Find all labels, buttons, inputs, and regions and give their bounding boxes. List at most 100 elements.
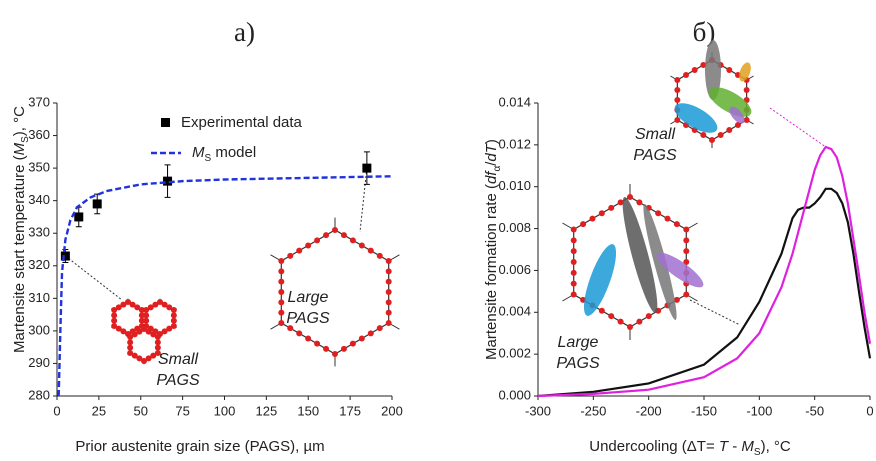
annotation: Large [558, 334, 599, 351]
y-tick-label: 0.012 [498, 136, 531, 151]
grain-dot [368, 248, 374, 254]
x-axis-label: Prior austenite grain size (PAGS), µm [75, 438, 324, 455]
grain-dot [171, 312, 177, 318]
grain-dot [332, 351, 338, 357]
y-tick-label: 330 [28, 225, 50, 240]
grain-dot [386, 289, 392, 295]
figure: a)28029030031032033034035036037002550751… [0, 0, 876, 461]
grain-dot [674, 221, 680, 227]
grain-dot [700, 132, 706, 138]
grain-dot [726, 127, 732, 133]
grain-dot [744, 87, 750, 93]
x-axis-label-part: Undercooling (ΔT= [589, 438, 719, 455]
x-tick-label: -50 [805, 403, 824, 418]
grain-dot [571, 292, 577, 298]
grain-dot [589, 216, 595, 222]
grain-dot [718, 132, 724, 138]
grain-dot [709, 137, 715, 143]
grain-dot [359, 336, 365, 342]
x-tick-label: 50 [134, 403, 148, 418]
x-tick-label: -200 [636, 403, 662, 418]
grain-dot [323, 346, 329, 352]
leader [65, 256, 122, 300]
model-line [59, 176, 392, 396]
grain-dot [599, 210, 605, 216]
y-tick-label: 310 [28, 290, 50, 305]
grain-dot [627, 194, 633, 200]
annotation: PAGS [156, 372, 200, 389]
grain-dot [111, 318, 117, 324]
grain-dot [278, 289, 284, 295]
grain-dot [636, 199, 642, 205]
panel-label: a) [234, 17, 255, 47]
plate-sketch [578, 241, 623, 319]
grain-dot [627, 324, 633, 330]
grain-dot [726, 67, 732, 73]
x-tick-label: -100 [746, 403, 772, 418]
grain-dot [744, 117, 750, 123]
grain-dot [571, 227, 577, 233]
annotation: Large [288, 289, 329, 306]
annotation: PAGS [633, 147, 677, 164]
grain-dot [287, 253, 293, 259]
grain-dot [111, 323, 117, 329]
grain-dot [386, 258, 392, 264]
grain-dot [368, 330, 374, 336]
y-axis-label-part: M [11, 142, 28, 155]
grain-dot [386, 299, 392, 305]
annotation: PAGS [556, 355, 600, 372]
grain-dot [296, 330, 302, 336]
grain-dot [636, 319, 642, 325]
x-tick-label: 100 [214, 403, 236, 418]
grain-dot [359, 243, 365, 249]
grain-dot [386, 320, 392, 326]
x-axis-label-part: - [728, 438, 741, 455]
y-tick-label: 280 [28, 387, 50, 402]
y-axis-label-part: ) [483, 139, 500, 144]
y-tick-label: 320 [28, 257, 50, 272]
x-axis-label-part: Prior austenite grain size (PAGS), µm [75, 438, 324, 455]
x-tick-label: 25 [92, 403, 106, 418]
x-tick-label: 200 [381, 403, 403, 418]
grain-dot [171, 307, 177, 313]
grain-dot [155, 345, 161, 351]
data-point [74, 212, 83, 221]
y-tick-label: 360 [28, 127, 50, 142]
grain-dot [665, 216, 671, 222]
grain-dot [674, 117, 680, 123]
grain-dot [305, 243, 311, 249]
grain-dot [350, 237, 356, 243]
grain-dot [323, 232, 329, 238]
grain-dot [692, 67, 698, 73]
x-tick-label: 125 [256, 403, 278, 418]
grain-dot [350, 341, 356, 347]
leader [770, 108, 826, 147]
grain-dot [278, 299, 284, 305]
grain-dot [341, 232, 347, 238]
legend-label-part: model [211, 144, 256, 161]
x-tick-label: 150 [297, 403, 319, 418]
grain-dot [683, 292, 689, 298]
x-tick-label: -150 [691, 403, 717, 418]
grain-dot [599, 308, 605, 314]
grain-dot [674, 97, 680, 103]
grain-dot [143, 318, 149, 324]
legend-label: Experimental data [181, 114, 303, 131]
grain-dot [683, 237, 689, 243]
y-tick-label: 0.000 [498, 387, 531, 402]
grain-dot [608, 313, 614, 319]
grain-dot [571, 259, 577, 265]
x-tick-label: 0 [53, 403, 60, 418]
grain-dot [386, 268, 392, 274]
grain-dot [127, 345, 133, 351]
x-tick-label: -250 [580, 403, 606, 418]
x-tick-label: 175 [339, 403, 361, 418]
leader [690, 300, 740, 325]
grain-dot [296, 248, 302, 254]
plate-sketch [737, 61, 753, 83]
x-tick-label: 0 [866, 403, 873, 418]
legend-label: MS model [192, 144, 256, 164]
grain-dot [171, 318, 177, 324]
y-tick-label: 0.006 [498, 262, 531, 277]
y-axis-label-part: Martensite formation rate ( [483, 184, 500, 360]
